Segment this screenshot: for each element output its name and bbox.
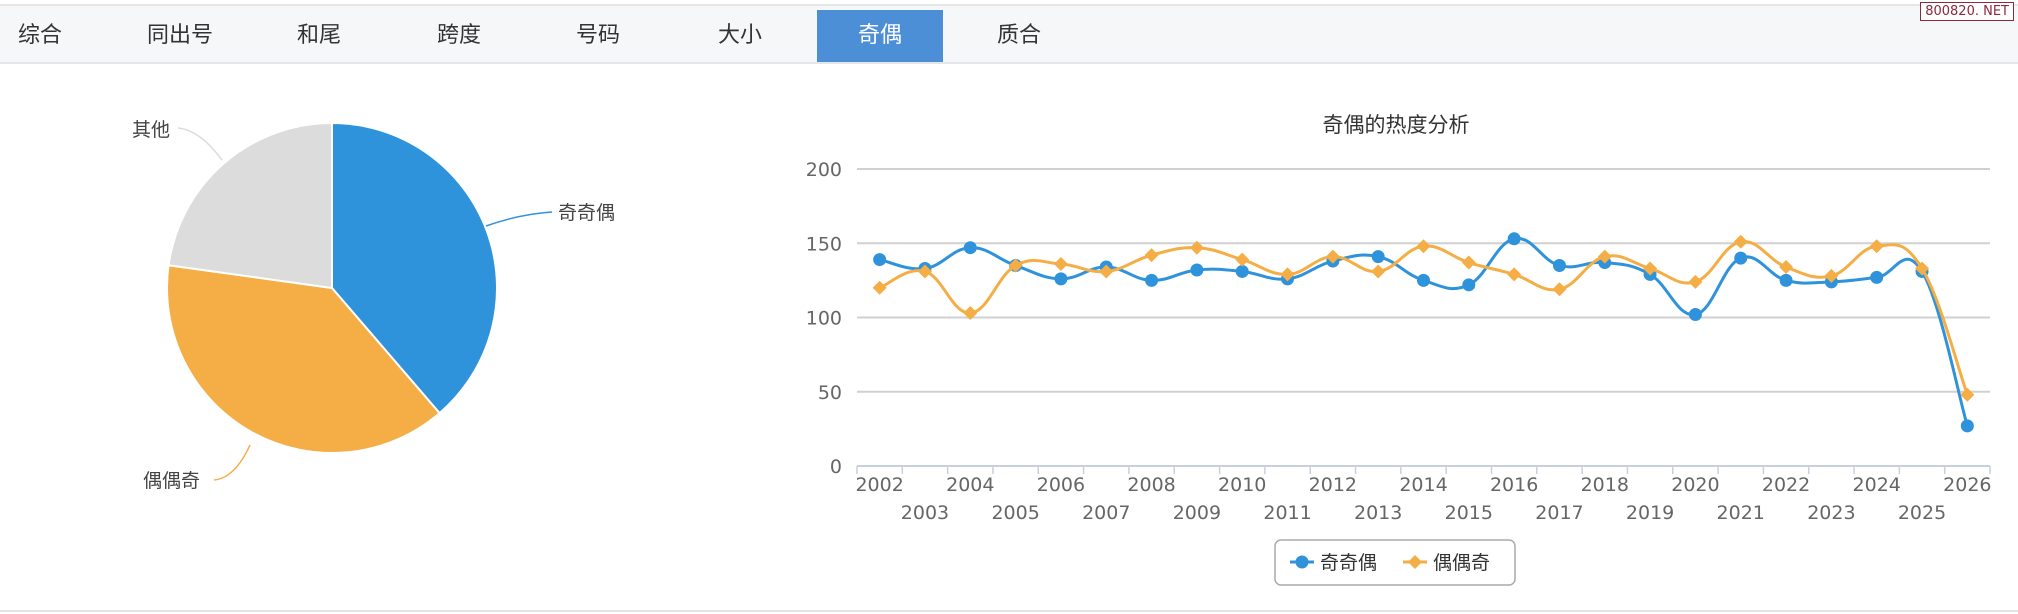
x-tick-label-23: 2025 — [1898, 502, 1946, 524]
x-tick-label-20: 2022 — [1762, 474, 1810, 496]
data-point-0-18 — [1688, 308, 1702, 322]
x-tick-label-19: 2021 — [1717, 502, 1765, 524]
x-tick-label-5: 2007 — [1082, 502, 1130, 524]
tab-2[interactable]: 和尾 — [296, 23, 341, 48]
data-point-1-1 — [917, 264, 932, 279]
y-tick-label-1: 50 — [818, 382, 842, 404]
x-tick-label-22: 2024 — [1853, 474, 1901, 496]
data-point-0-20 — [1779, 273, 1793, 287]
data-point-0-13 — [1462, 278, 1476, 292]
x-tick-label-13: 2015 — [1445, 502, 1493, 524]
legend-label-1: 偶偶奇 — [1433, 552, 1490, 574]
x-tick-label-14: 2016 — [1490, 474, 1538, 496]
data-point-0-15 — [1552, 259, 1566, 273]
data-point-1-7 — [1189, 240, 1204, 255]
data-point-0-24 — [1960, 419, 1974, 433]
pie-connector-2 — [177, 127, 223, 161]
data-point-0-14 — [1507, 232, 1521, 246]
x-tick-label-16: 2018 — [1581, 474, 1629, 496]
pie-label-2: 其他 — [132, 119, 170, 141]
pie-slice-0 — [331, 121, 498, 415]
x-tick-label-11: 2013 — [1354, 502, 1402, 524]
x-tick-label-6: 2008 — [1127, 474, 1175, 496]
data-point-0-12 — [1417, 273, 1430, 287]
data-point-1-21 — [1824, 268, 1839, 283]
data-point-1-16 — [1597, 249, 1612, 264]
x-tick-label-18: 2020 — [1671, 474, 1719, 496]
chart-title: 奇偶的热度分析 — [1323, 113, 1470, 137]
legend-marker-1 — [1408, 555, 1422, 569]
data-point-1-3 — [1008, 258, 1023, 273]
legend-marker-0 — [1295, 555, 1309, 569]
data-point-0-8 — [1235, 264, 1249, 278]
data-point-1-2 — [963, 306, 978, 321]
y-tick-label-3: 150 — [806, 233, 842, 255]
pie-connector-1 — [213, 444, 251, 481]
tab-3[interactable]: 跨度 — [436, 23, 481, 48]
x-tick-label-17: 2019 — [1626, 502, 1674, 524]
y-tick-label-0: 0 — [830, 456, 842, 478]
tab-0[interactable]: 综合 — [17, 23, 62, 48]
tab-bar: 综合 同出号 和尾 跨度 号码 大小 奇偶 质合 — [0, 4, 2018, 64]
data-point-1-17 — [1643, 261, 1658, 276]
x-tick-label-4: 2006 — [1037, 474, 1085, 496]
x-tick-label-9: 2011 — [1263, 502, 1311, 524]
data-point-1-12 — [1416, 239, 1431, 254]
x-tick-label-8: 2010 — [1218, 474, 1266, 496]
x-tick-label-7: 2009 — [1173, 502, 1221, 524]
data-point-1-14 — [1507, 267, 1522, 282]
site-logo: 800820. NET — [1920, 2, 2014, 21]
data-point-1-24 — [1960, 387, 1975, 402]
data-point-0-7 — [1190, 263, 1204, 277]
data-point-0-6 — [1145, 273, 1159, 287]
tab-5[interactable]: 大小 — [717, 23, 762, 48]
data-point-1-13 — [1461, 255, 1476, 270]
x-tick-label-2: 2004 — [946, 474, 994, 496]
pie-connector-0 — [485, 211, 553, 227]
data-point-1-4 — [1053, 257, 1068, 272]
pie-slice-2 — [167, 121, 333, 290]
pie-label-1: 偶偶奇 — [143, 470, 200, 492]
pie-label-0: 奇奇偶 — [558, 202, 615, 224]
data-point-1-23 — [1915, 261, 1930, 276]
x-tick-label-3: 2005 — [991, 502, 1039, 524]
x-tick-label-15: 2017 — [1535, 502, 1583, 524]
tab-4[interactable]: 号码 — [575, 23, 620, 48]
x-tick-label-12: 2014 — [1399, 474, 1447, 496]
x-tick-label-10: 2012 — [1309, 474, 1357, 496]
legend-label-0: 奇奇偶 — [1320, 552, 1377, 574]
x-tick-label-21: 2023 — [1807, 502, 1855, 524]
tab-1[interactable]: 同出号 — [146, 23, 213, 48]
data-point-1-15 — [1552, 282, 1567, 297]
divider — [0, 610, 2018, 612]
series-line-0 — [879, 237, 1969, 427]
data-point-0-19 — [1734, 251, 1748, 265]
data-point-1-9 — [1280, 267, 1295, 282]
pie-slice-1 — [166, 264, 441, 454]
y-tick-label-4: 200 — [806, 159, 842, 181]
data-point-0-2 — [963, 241, 977, 255]
data-point-1-8 — [1235, 252, 1250, 267]
data-point-0-22 — [1870, 270, 1884, 284]
x-tick-label-0: 2002 — [855, 474, 903, 496]
tab-6[interactable]: 奇偶 — [817, 10, 943, 62]
y-tick-label-2: 100 — [806, 308, 842, 330]
data-point-1-10 — [1325, 249, 1340, 264]
x-tick-label-1: 2003 — [901, 502, 949, 524]
data-point-1-19 — [1733, 234, 1748, 249]
data-point-1-6 — [1144, 248, 1159, 263]
x-tick-label-24: 2026 — [1943, 474, 1991, 496]
tab-7[interactable]: 质合 — [996, 23, 1041, 48]
data-point-1-11 — [1371, 264, 1386, 279]
data-point-0-0 — [873, 253, 887, 267]
legend-box — [1274, 539, 1516, 586]
data-point-1-5 — [1099, 264, 1114, 279]
data-point-1-18 — [1688, 274, 1703, 289]
data-point-1-0 — [872, 280, 887, 295]
data-point-1-20 — [1779, 260, 1794, 275]
data-point-1-22 — [1869, 239, 1884, 254]
data-point-0-11 — [1371, 250, 1385, 264]
data-point-0-4 — [1054, 272, 1068, 286]
